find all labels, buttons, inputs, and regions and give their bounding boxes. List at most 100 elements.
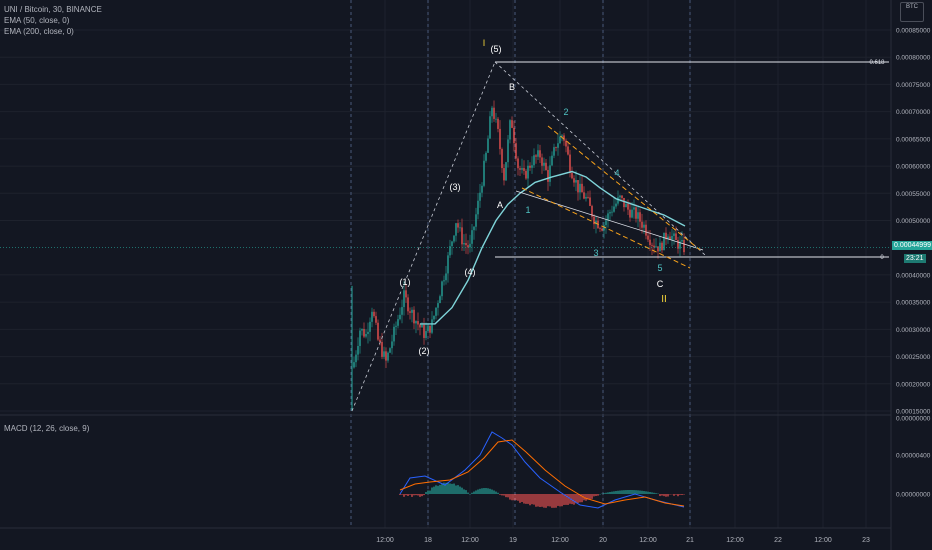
- macd-histogram-bar: [605, 492, 607, 494]
- macd-histogram-bar: [639, 490, 641, 494]
- candle-body: [367, 331, 369, 334]
- candle-body: [615, 203, 617, 207]
- candle-body: [681, 239, 683, 242]
- wave-label-fib_top_label: 0.618: [869, 60, 885, 66]
- macd-histogram-bar: [483, 488, 485, 494]
- macd-histogram-bar: [469, 494, 471, 495]
- macd-histogram-bar: [449, 483, 451, 494]
- candle-body: [499, 128, 501, 150]
- macd-histogram-bar: [429, 490, 431, 494]
- wave-label-wave_II: II: [661, 294, 667, 305]
- candle-body: [495, 118, 497, 120]
- macd-histogram-bar: [417, 494, 419, 496]
- candle-body: [471, 230, 473, 244]
- candle-body: [425, 331, 427, 338]
- macd-histogram-bar: [675, 494, 677, 495]
- macd-histogram-bar: [563, 494, 565, 505]
- macd-histogram-bar: [457, 485, 459, 494]
- macd-histogram-bar: [489, 488, 491, 494]
- candle-body: [573, 178, 575, 183]
- macd-histogram-bar: [477, 489, 479, 494]
- candle-body: [635, 207, 637, 219]
- candle-body: [401, 307, 403, 315]
- macd-histogram-bar: [481, 488, 483, 494]
- candle-body: [633, 207, 635, 210]
- candle-body: [371, 311, 373, 322]
- macd-histogram-bar: [663, 494, 665, 497]
- candle-body: [667, 236, 669, 240]
- time-axis[interactable]: 12:00 18 12:00 19 12:00 20 12:00 21 12:00 22 12:00…: [376, 537, 870, 544]
- macd-histogram-bar: [543, 494, 545, 508]
- candle-body: [663, 232, 665, 251]
- macd-histogram-bar: [401, 494, 403, 495]
- macd-histogram-bar: [641, 490, 643, 494]
- ema50-legend[interactable]: EMA (50, close, 0): [4, 16, 70, 25]
- candle-body: [599, 228, 601, 229]
- wave-label-sub4: 4: [614, 168, 619, 178]
- candle-body: [607, 213, 609, 221]
- macd-histogram-bar: [441, 484, 443, 494]
- macd-histogram-bar: [581, 494, 583, 503]
- wave-label-sub1: 1: [525, 205, 530, 215]
- macd-histogram-bar: [673, 494, 675, 496]
- macd-histogram-bar: [423, 494, 425, 496]
- candle-body: [627, 203, 629, 210]
- macd-histogram-bar: [653, 492, 655, 494]
- time-tick: 12:00: [461, 537, 479, 544]
- time-tick: 22: [774, 537, 782, 544]
- currency-selector[interactable]: BTC: [900, 2, 924, 22]
- macd-histogram-bar: [439, 484, 441, 494]
- macd-histogram-bar: [399, 494, 401, 495]
- macd-histogram-bar: [499, 494, 501, 495]
- candle-body: [379, 339, 381, 342]
- wave-label-sub3: 3: [593, 248, 598, 258]
- symbol-legend[interactable]: UNI / Bitcoin, 30, BINANCE EMA (50, clos…: [4, 4, 102, 37]
- candle-body: [621, 195, 623, 198]
- macd-histogram-bar: [443, 482, 445, 494]
- macd-histogram-bar: [631, 490, 633, 494]
- candle-body: [503, 168, 505, 181]
- symbol-title[interactable]: UNI / Bitcoin, 30, BINANCE: [4, 5, 102, 14]
- macd-histogram-bar: [451, 483, 453, 494]
- candle-body: [673, 233, 675, 236]
- macd-histogram-bar: [643, 491, 645, 494]
- candle-body: [651, 244, 653, 246]
- candle-body: [489, 116, 491, 139]
- macd-histogram-bar: [515, 494, 517, 501]
- candle-body: [609, 212, 611, 214]
- macd-histogram-bar: [577, 494, 579, 503]
- candle-body: [533, 155, 535, 166]
- candle-body: [661, 242, 663, 251]
- macd-title[interactable]: MACD (12, 26, close, 9): [4, 424, 90, 433]
- candle-body: [461, 227, 463, 245]
- candle-body: [415, 321, 417, 324]
- ema200-legend[interactable]: EMA (200, close, 0): [4, 27, 74, 36]
- session-dividers: [350, 0, 691, 528]
- price-axis[interactable]: 0.00085000 0.00080000 0.00075000 0.00070000…: [896, 28, 931, 416]
- macd-legend[interactable]: MACD (12, 26, close, 9): [4, 423, 89, 434]
- candle-body: [683, 239, 685, 253]
- candle-body: [515, 143, 517, 159]
- bar-countdown: 23:21: [904, 254, 926, 263]
- macd-histogram-bar: [633, 490, 635, 494]
- candle-body: [487, 138, 489, 153]
- drawings[interactable]: [0, 61, 891, 412]
- candle-body: [639, 212, 641, 222]
- candle-body: [545, 162, 547, 171]
- candle-body: [445, 273, 447, 281]
- candle-body: [483, 160, 485, 186]
- candle-body: [353, 362, 355, 368]
- candle-body: [559, 136, 561, 144]
- candle-body: [637, 212, 639, 219]
- signal-line: [399, 439, 685, 507]
- candle-body: [555, 147, 557, 148]
- macd-axis[interactable]: 0.00000000 0.00000400 0.00000000: [896, 416, 931, 499]
- macd-histogram-bar: [405, 494, 407, 496]
- price-tick: 0.00055000: [896, 191, 931, 198]
- candle-body: [581, 183, 583, 193]
- candle-body: [361, 329, 363, 331]
- ema-line: [420, 170, 686, 325]
- macd-histogram-bar: [491, 489, 493, 494]
- candle-body: [543, 162, 545, 166]
